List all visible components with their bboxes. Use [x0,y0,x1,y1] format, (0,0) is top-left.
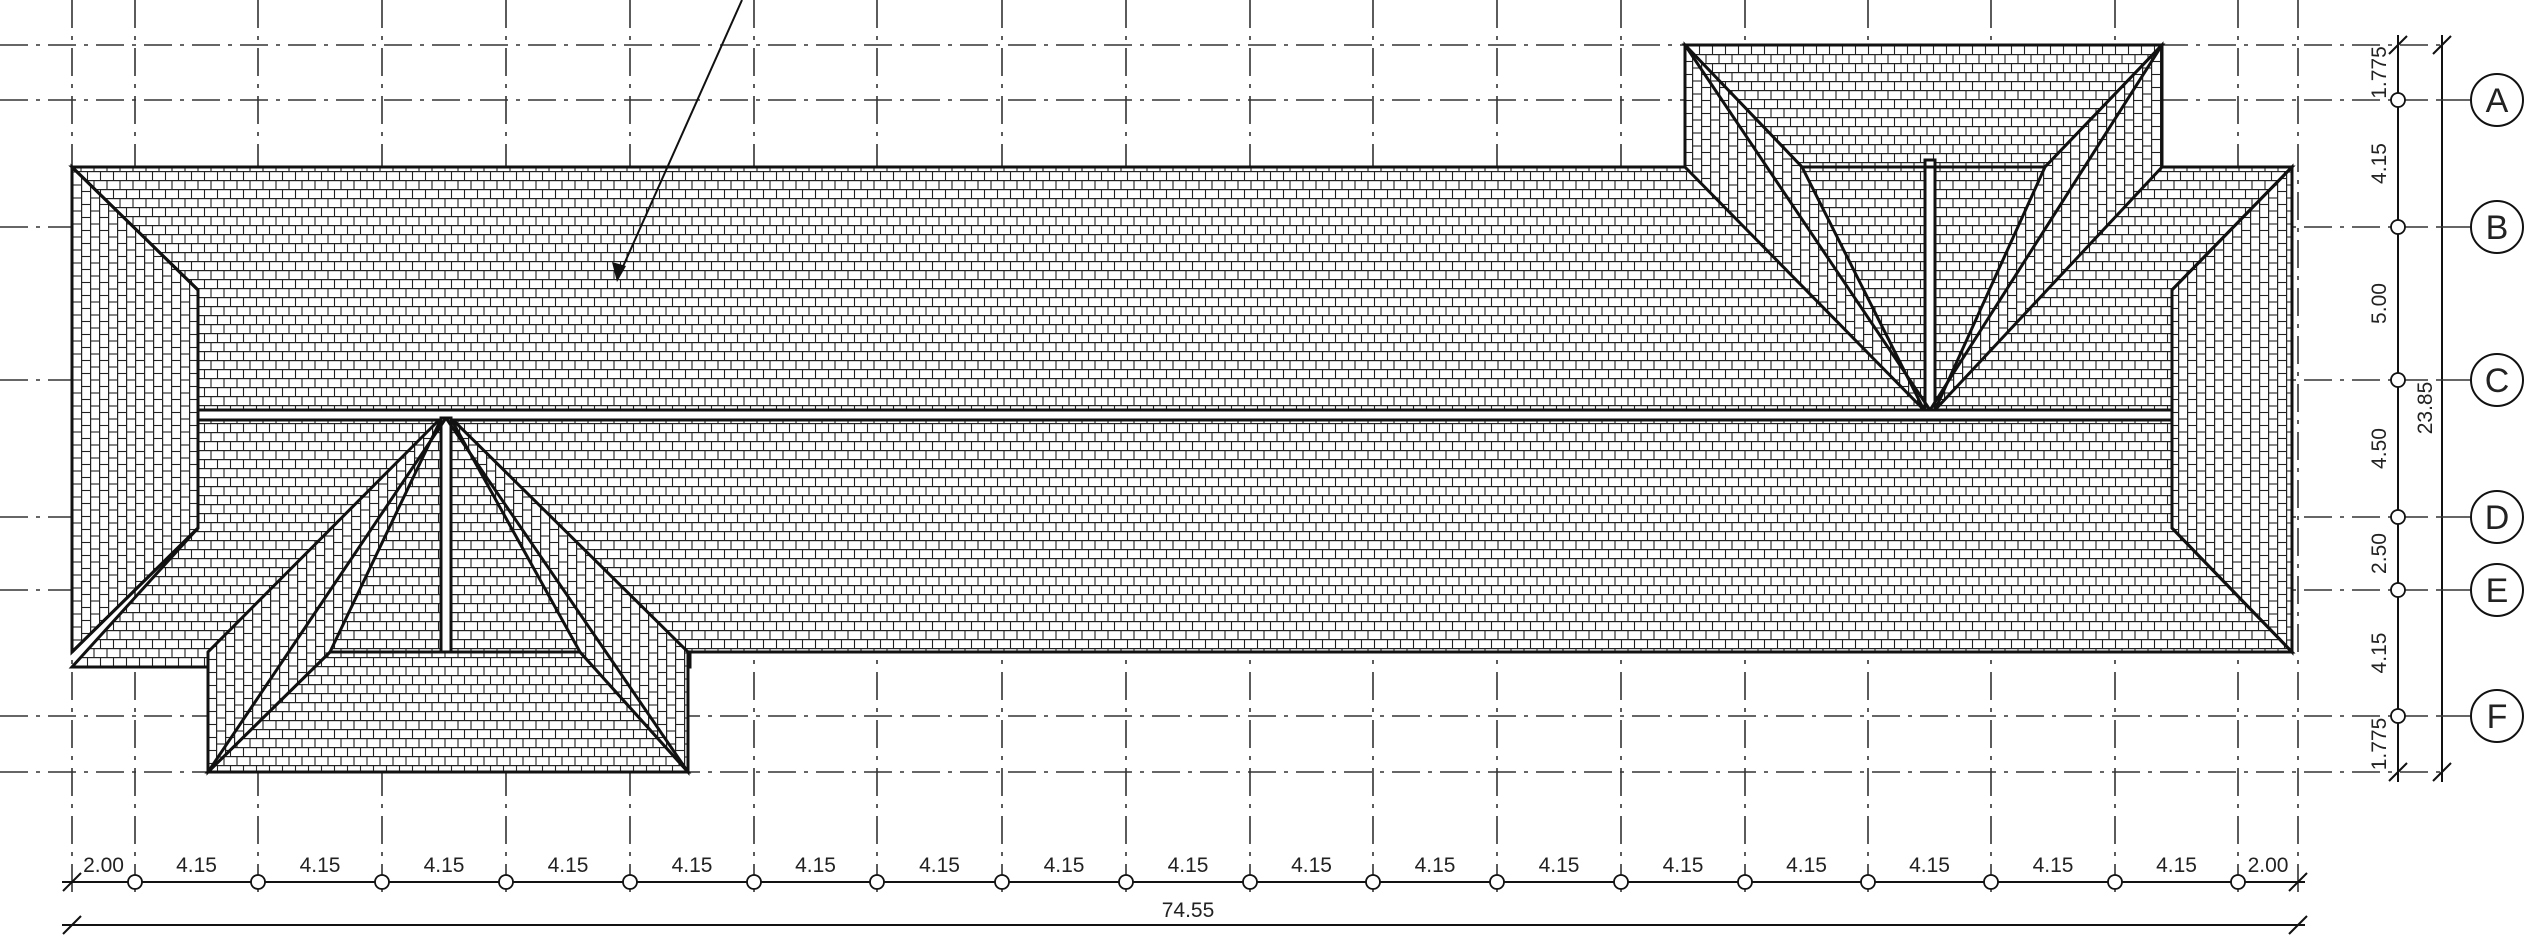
grid-bubble-label: E [2486,572,2509,610]
dimension-node [250,874,266,890]
dimension-node [622,874,638,890]
overall-width-label: 74.55 [1162,899,1215,922]
dimension-label: 2.00 [2248,854,2289,877]
right-dimension-chain: 1.775 4.15 5.00 4.50 2.50 4.15 1.775 23.85 [2368,35,2452,782]
dimension-node [2390,582,2406,598]
leader-arrow [612,0,743,282]
dimension-label: 4.15 [672,854,713,877]
dimension-label: 4.15 [176,854,217,877]
dimension-node [1613,874,1629,890]
dimension-node [374,874,390,890]
dimension-tick [62,872,82,892]
grid-bubble-label: A [2486,82,2509,120]
dimension-node [498,874,514,890]
dimension-tick [2432,762,2452,782]
dimension-node [1365,874,1381,890]
dimension-label: 4.15 [1415,854,1456,877]
dimension-node [2390,219,2406,235]
dimension-label: 1.775 [2368,718,2391,771]
dimension-label: 1.775 [2368,46,2391,99]
grid-bubble-label: D [2485,499,2510,537]
grid-bubble-c [2470,353,2524,407]
bottom-dimension-chain: 2.00 4.15 4.15 4.15 4.15 4.15 4.15 4.15 4.15 4.15… [62,854,2308,935]
grid-bubble-f [2470,689,2524,743]
grid-bubble-label: F [2487,698,2508,736]
dimension-node [994,874,1010,890]
grid-bubble-a [2470,73,2524,127]
dimension-tick [62,915,82,935]
dimension-tick [2388,35,2408,55]
dimension-label: 4.15 [1786,854,1827,877]
dimension-node [2390,92,2406,108]
dimension-tick [2388,762,2408,782]
dimension-node [2107,874,2123,890]
main-ridge [196,408,2174,422]
dimension-node [869,874,885,890]
grid-bubble-label: C [2485,362,2510,400]
dimension-label: 2.50 [2368,533,2391,574]
dimension-label: 5.00 [2368,283,2391,324]
dimension-tick [2432,35,2452,55]
dimension-node [746,874,762,890]
dimension-node [1242,874,1258,890]
dimension-node [1489,874,1505,890]
dimension-node [1860,874,1876,890]
dimension-label: 4.15 [2033,854,2074,877]
dimension-label: 4.15 [424,854,465,877]
dimension-node [2390,708,2406,724]
south-wing-ridge [439,416,453,654]
overall-height-label: 23.85 [2414,382,2437,435]
dimension-label: 4.15 [1663,854,1704,877]
dimension-label: 4.15 [300,854,341,877]
ridges-and-hips [70,44,2294,773]
dimension-node [2390,509,2406,525]
roof [68,41,2296,776]
dimension-tick [2288,872,2308,892]
dimension-tick [2288,915,2308,935]
dimension-label: 4.15 [1168,854,1209,877]
dimension-node [1983,874,1999,890]
dimension-label: 4.15 [2156,854,2197,877]
dimension-node [2230,874,2246,890]
dimension-label: 4.15 [548,854,589,877]
dimension-node [1737,874,1753,890]
grid-bubble-label: B [2486,209,2509,247]
grid-bubble-d [2470,490,2524,544]
dimension-label: 2.00 [83,854,124,877]
north-wing-ridge [1923,158,1937,412]
dimension-label: 4.15 [1291,854,1332,877]
dimension-node [127,874,143,890]
dimension-label: 4.15 [919,854,960,877]
dimension-label: 4.15 [1044,854,1085,877]
dimension-label: 4.50 [2368,428,2391,469]
dimension-node [2390,372,2406,388]
dimension-label: 4.15 [2368,633,2391,674]
grid-bubble-b [2470,200,2524,254]
dimension-label: 4.15 [2368,143,2391,184]
grid-axis-bubbles: A B C DE F [2440,73,2524,743]
dimension-label: 4.15 [1539,854,1580,877]
dimension-label: 4.15 [795,854,836,877]
grid-bubble-e [2470,563,2524,617]
dimension-node [1118,874,1134,890]
dimension-label: 4.15 [1909,854,1950,877]
